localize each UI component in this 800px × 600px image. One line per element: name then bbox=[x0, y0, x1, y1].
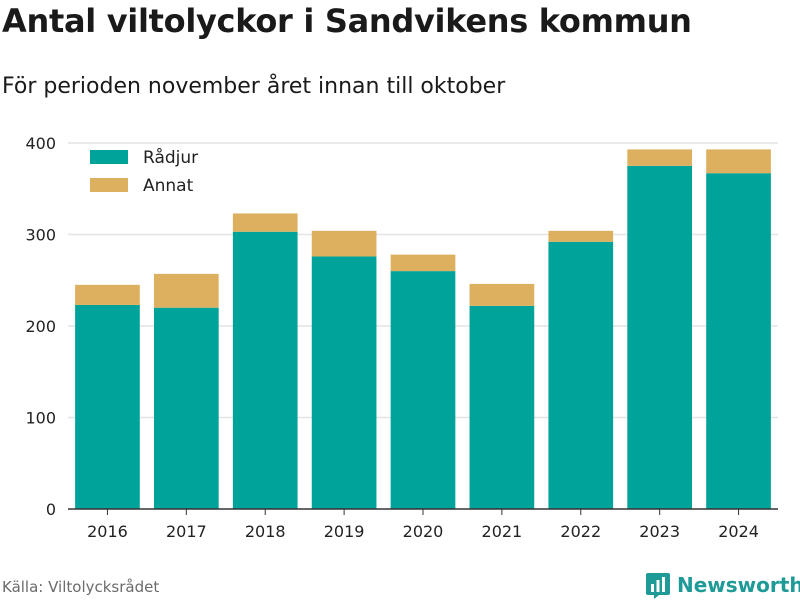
y-tick-label: 0 bbox=[46, 500, 56, 519]
x-tick-label: 2019 bbox=[324, 522, 365, 541]
x-tick-label: 2016 bbox=[87, 522, 128, 541]
bar-annat-2019 bbox=[311, 230, 377, 257]
bar-radjur-2021 bbox=[469, 305, 535, 509]
chart-title: Antal viltolyckor i Sandvikens kommun bbox=[2, 2, 692, 40]
bar-radjur-2018 bbox=[232, 231, 298, 509]
brand-name: Newsworthy bbox=[677, 573, 800, 597]
stacked-bar-chart: 0 100 200 300 400 2016 2017 2018 2019 2020 2021 202… bbox=[25, 134, 778, 541]
bar-annat-2022 bbox=[548, 230, 614, 242]
x-tick-label: 2018 bbox=[245, 522, 286, 541]
bar-radjur-2019 bbox=[311, 256, 377, 509]
legend-swatch-annat bbox=[90, 178, 128, 192]
x-tick-label: 2021 bbox=[482, 522, 523, 541]
legend-label-annat: Annat bbox=[143, 176, 194, 196]
bar-radjur-2020 bbox=[390, 271, 456, 509]
bar-annat-2023 bbox=[627, 149, 693, 166]
bar-annat-2024 bbox=[706, 149, 771, 174]
legend-swatch-radjur bbox=[90, 150, 128, 164]
bar-annat-2018 bbox=[232, 213, 298, 232]
y-tick-label: 300 bbox=[25, 226, 56, 245]
bar-radjur-2017 bbox=[153, 307, 219, 509]
bar-annat-2017 bbox=[153, 273, 219, 308]
brand-logo[interactable]: Newsworthy bbox=[645, 570, 800, 600]
bar-annat-2021 bbox=[469, 283, 535, 306]
bar-annat-2020 bbox=[390, 254, 456, 272]
chart-subtitle: För perioden november året innan till ok… bbox=[2, 74, 506, 99]
bar-radjur-2022 bbox=[548, 241, 614, 509]
bar-radjur-2023 bbox=[627, 165, 693, 509]
y-tick-label: 200 bbox=[25, 317, 56, 336]
source-note: Källa: Viltolycksrådet bbox=[2, 578, 160, 596]
x-tick-label: 2017 bbox=[166, 522, 207, 541]
x-tick-label: 2024 bbox=[718, 522, 759, 541]
y-tick-label: 100 bbox=[25, 409, 56, 428]
x-tick-label: 2023 bbox=[639, 522, 680, 541]
y-tick-label: 400 bbox=[25, 134, 56, 153]
bar-radjur-2024 bbox=[706, 173, 771, 509]
x-tick-label: 2020 bbox=[403, 522, 444, 541]
bar-chart-logo-icon bbox=[646, 573, 670, 599]
bar-radjur-2016 bbox=[75, 304, 140, 509]
legend-label-radjur: Rådjur bbox=[143, 147, 198, 168]
x-tick-label: 2022 bbox=[560, 522, 601, 541]
bar-annat-2016 bbox=[75, 284, 140, 305]
